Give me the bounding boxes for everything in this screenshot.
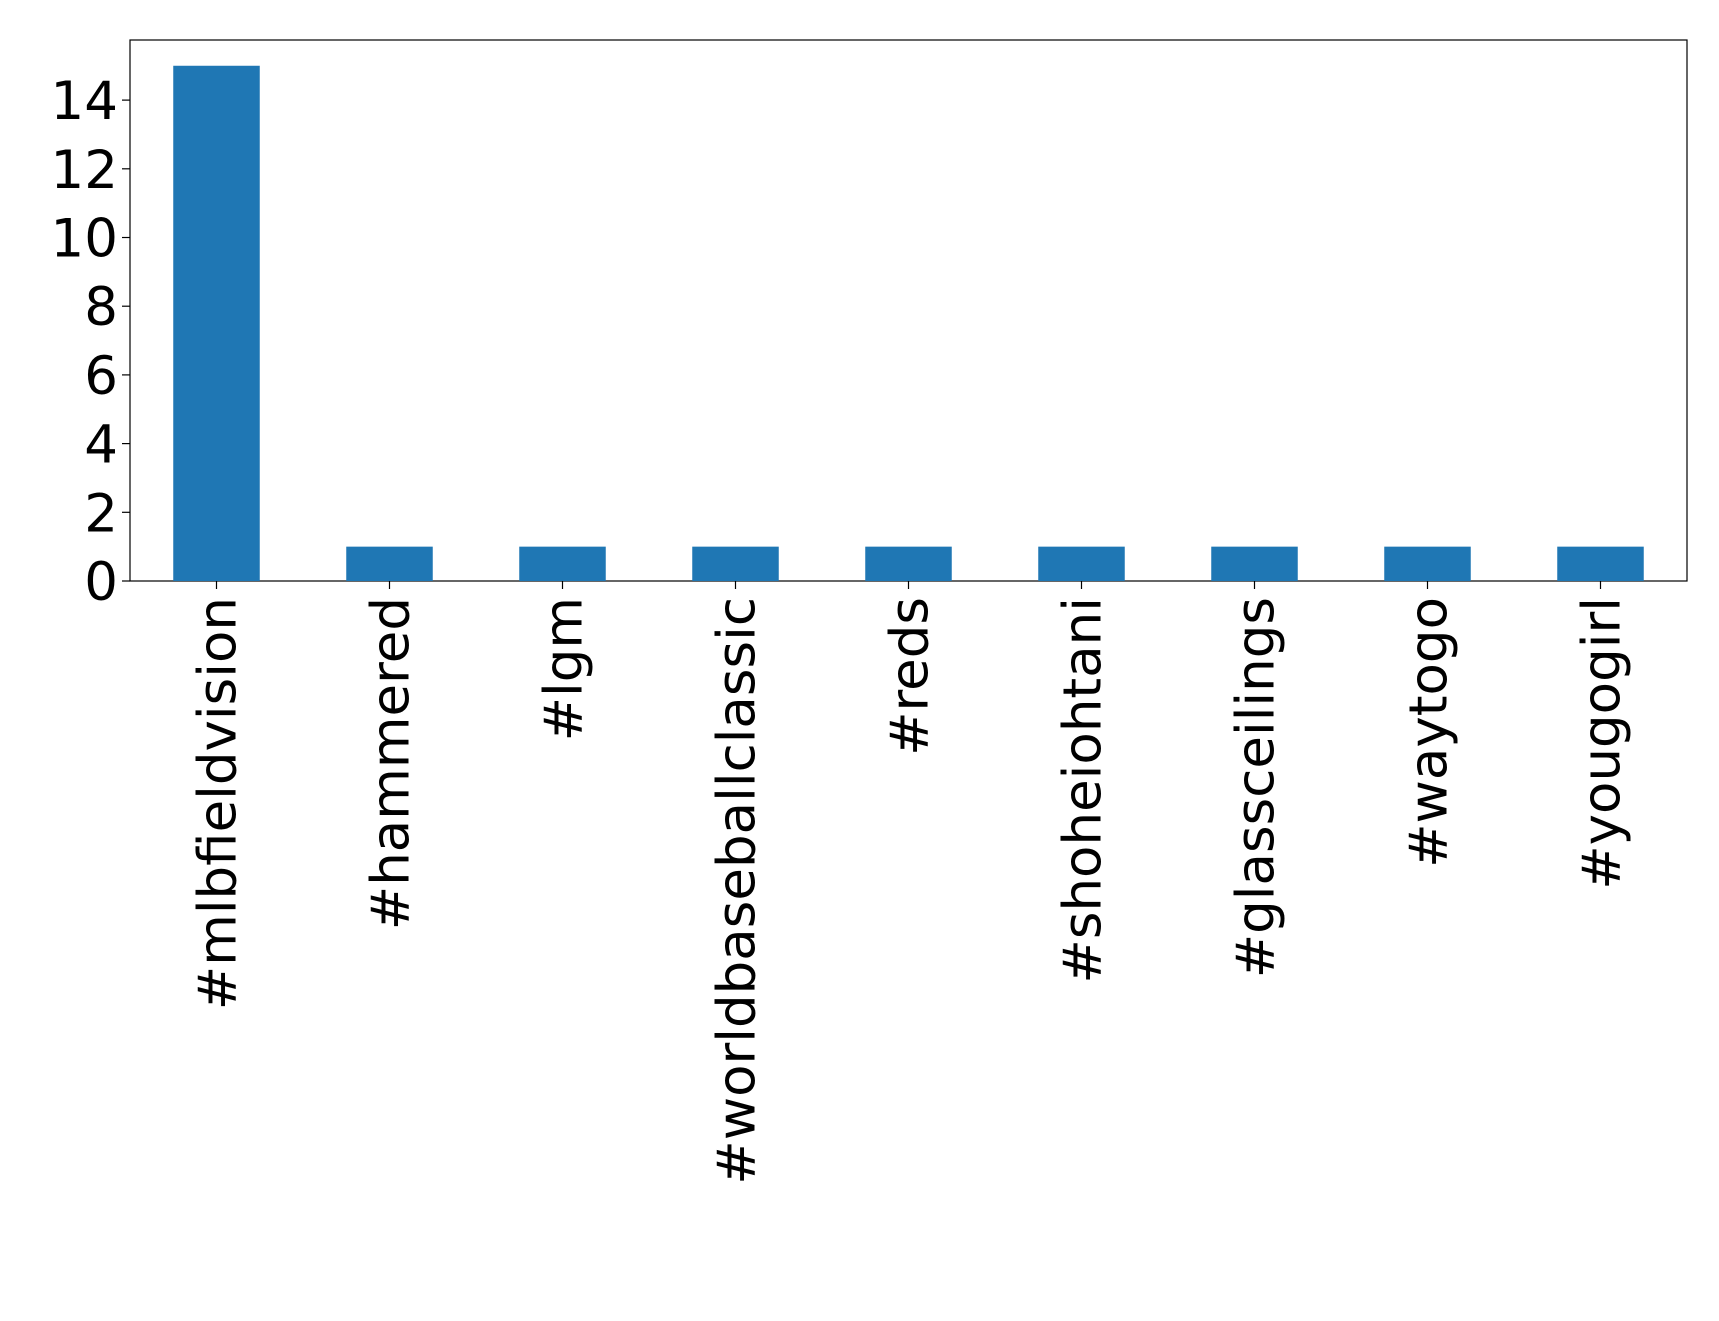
x-tick-label: #hammered: [361, 597, 422, 930]
x-tick-label: #glassceilings: [1226, 597, 1287, 978]
bar: [1384, 546, 1471, 581]
x-tick-label: #worldbaseballclassic: [707, 597, 768, 1185]
y-tick-label: 6: [84, 346, 118, 407]
y-tick-label: 10: [51, 209, 118, 270]
x-tick-label: #yougogirl: [1572, 597, 1633, 890]
bar: [1038, 546, 1125, 581]
y-tick-label: 0: [84, 552, 118, 613]
bar: [519, 546, 606, 581]
x-tick-label: #lgm: [534, 597, 595, 741]
y-tick-label: 4: [84, 415, 118, 476]
y-tick-label: 2: [84, 483, 118, 544]
bar: [692, 546, 779, 581]
x-tick-label: #reds: [880, 597, 941, 756]
x-tick-label: #mlbfieldvision: [188, 597, 249, 1010]
x-tick-label: #waytogo: [1399, 597, 1460, 868]
x-tick-label: #shoheiohtani: [1053, 597, 1114, 984]
y-tick-label: 12: [51, 140, 118, 201]
bar: [865, 546, 952, 581]
bar: [1211, 546, 1298, 581]
y-tick-label: 14: [51, 71, 118, 132]
plot-frame: [129, 39, 1688, 582]
bar: [173, 65, 260, 581]
y-tick-label: 8: [84, 277, 118, 338]
bar: [1557, 546, 1644, 581]
bar: [346, 546, 433, 581]
